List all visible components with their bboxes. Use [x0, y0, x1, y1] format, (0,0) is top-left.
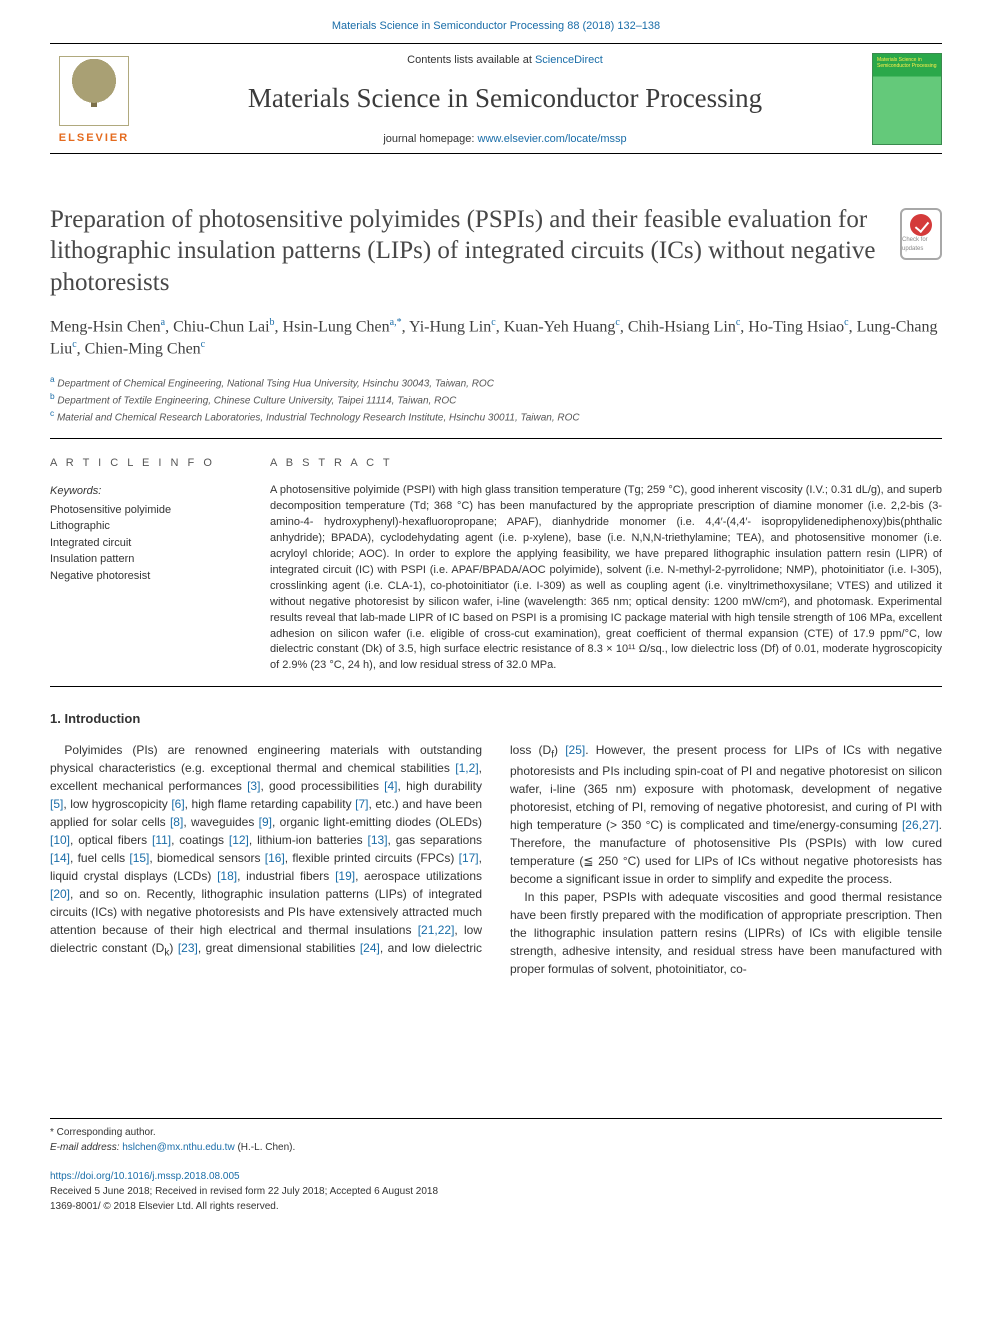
authors-line: Meng-Hsin Chena, Chiu-Chun Laib, Hsin-Lu…	[50, 316, 942, 360]
elsevier-tree-icon	[59, 56, 129, 126]
contents-available-line: Contents lists available at ScienceDirec…	[138, 52, 872, 69]
keyword-item: Photosensitive polyimide	[50, 502, 254, 519]
reference-link[interactable]: [5]	[50, 797, 63, 811]
reference-link[interactable]: [11]	[152, 833, 171, 847]
reference-link[interactable]: [23]	[178, 941, 198, 955]
reference-link[interactable]: [6]	[171, 797, 184, 811]
masthead-center: Contents lists available at ScienceDirec…	[138, 52, 872, 148]
reference-link[interactable]: [25]	[565, 743, 585, 757]
keywords-label: Keywords:	[50, 483, 254, 500]
crossmark-label: Check for updates	[902, 236, 940, 254]
issn-copyright: 1369-8001/ © 2018 Elsevier Ltd. All righ…	[50, 1199, 942, 1214]
article-title: Preparation of photosensitive polyimides…	[50, 204, 886, 298]
doi-link[interactable]: https://doi.org/10.1016/j.mssp.2018.08.0…	[50, 1171, 240, 1182]
keyword-item: Integrated circuit	[50, 535, 254, 552]
introduction-paragraph-2: In this paper, PSPIs with adequate visco…	[510, 888, 942, 978]
masthead: ELSEVIER Contents lists available at Sci…	[50, 43, 942, 155]
reference-link[interactable]: [9]	[259, 815, 272, 829]
footnotes: * Corresponding author. E-mail address: …	[50, 1118, 942, 1155]
journal-cover-thumbnail	[872, 53, 942, 145]
corresponding-author-note: * Corresponding author.	[50, 1125, 942, 1140]
keywords-list: Photosensitive polyimideLithographicInte…	[50, 502, 254, 585]
keyword-item: Insulation pattern	[50, 551, 254, 568]
reference-link[interactable]: [3]	[247, 779, 260, 793]
reference-link[interactable]: [24]	[360, 941, 380, 955]
article-info-column: A R T I C L E I N F O Keywords: Photosen…	[50, 439, 270, 675]
corresponding-email-link[interactable]: hslchen@mx.nthu.edu.tw	[122, 1142, 234, 1153]
section-heading-introduction: 1. Introduction	[50, 709, 942, 729]
affiliations: a Department of Chemical Engineering, Na…	[50, 374, 942, 426]
reference-link[interactable]: [14]	[50, 851, 70, 865]
journal-homepage-link[interactable]: www.elsevier.com/locate/mssp	[478, 133, 627, 145]
running-head-citation[interactable]: Materials Science in Semiconductor Proce…	[50, 0, 942, 43]
reference-link[interactable]: [18]	[217, 869, 237, 883]
keyword-item: Negative photoresist	[50, 568, 254, 585]
reference-link[interactable]: [4]	[384, 779, 397, 793]
corresponding-email-person: (H.-L. Chen).	[235, 1142, 296, 1153]
elsevier-logo: ELSEVIER	[50, 52, 138, 147]
reference-link[interactable]: [13]	[368, 833, 388, 847]
crossmark-badge[interactable]: Check for updates	[900, 208, 942, 260]
email-address-label: E-mail address:	[50, 1142, 122, 1153]
reference-link[interactable]: [12]	[229, 833, 249, 847]
keyword-item: Lithographic	[50, 518, 254, 535]
reference-link[interactable]: [20]	[50, 887, 70, 901]
sciencedirect-link[interactable]: ScienceDirect	[535, 54, 603, 66]
elsevier-wordmark: ELSEVIER	[59, 130, 129, 147]
reference-link[interactable]: [16]	[265, 851, 285, 865]
reference-link[interactable]: [21,22]	[418, 923, 455, 937]
abstract-body: A photosensitive polyimide (PSPI) with h…	[270, 483, 942, 674]
journal-homepage-label: journal homepage:	[383, 133, 477, 145]
article-history: Received 5 June 2018; Received in revise…	[50, 1184, 942, 1199]
abstract-heading: A B S T R A C T	[270, 455, 942, 472]
reference-link[interactable]: [10]	[50, 833, 70, 847]
journal-name: Materials Science in Semiconductor Proce…	[138, 78, 872, 119]
abstract-column: A B S T R A C T A photosensitive polyimi…	[270, 439, 942, 675]
contents-available-label: Contents lists available at	[407, 54, 535, 66]
reference-link[interactable]: [8]	[170, 815, 183, 829]
corresponding-email-line: E-mail address: hslchen@mx.nthu.edu.tw (…	[50, 1140, 942, 1155]
introduction-body: Polyimides (PIs) are renowned engineerin…	[50, 741, 942, 978]
reference-link[interactable]: [19]	[335, 869, 355, 883]
reference-link[interactable]: [17]	[459, 851, 479, 865]
reference-link[interactable]: [1,2]	[455, 761, 478, 775]
reference-link[interactable]: [15]	[129, 851, 149, 865]
reference-link[interactable]: [7]	[355, 797, 368, 811]
reference-link[interactable]: [26,27]	[902, 818, 939, 832]
article-info-heading: A R T I C L E I N F O	[50, 455, 254, 472]
doi-line: https://doi.org/10.1016/j.mssp.2018.08.0…	[50, 1169, 942, 1184]
checkmark-icon	[910, 214, 932, 236]
journal-homepage-line: journal homepage: www.elsevier.com/locat…	[138, 131, 872, 148]
